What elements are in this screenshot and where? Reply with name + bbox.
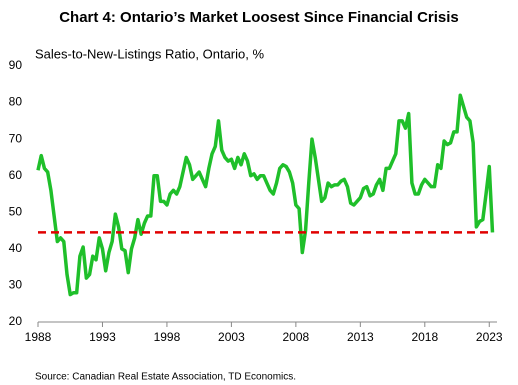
x-tick-label: 2023	[476, 330, 503, 344]
line-series	[36, 93, 495, 297]
x-tick-label: 2003	[218, 330, 245, 344]
y-tick-label: 40	[9, 241, 23, 255]
y-tick-label: 80	[9, 95, 23, 109]
x-tick-label: 1993	[89, 330, 116, 344]
y-tick-label: 60	[9, 168, 23, 182]
x-tick-label: 2013	[347, 330, 374, 344]
x-tick-label: 2008	[283, 330, 310, 344]
y-tick-label: 20	[9, 314, 23, 328]
x-tick-label: 1998	[154, 330, 181, 344]
y-tick-label: 70	[9, 131, 23, 145]
y-tick-label: 30	[9, 278, 23, 292]
x-tick-label: 2018	[411, 330, 438, 344]
chart-subtitle: Sales-to-New-Listings Ratio, Ontario, %	[35, 46, 264, 61]
x-tick-label: 1988	[25, 330, 52, 344]
y-tick-label: 90	[9, 58, 23, 72]
source-note: Source: Canadian Real Estate Association…	[35, 372, 296, 383]
chart-title: Chart 4: Ontario’s Market Loosest Since …	[59, 9, 459, 26]
y-tick-label: 50	[9, 204, 23, 218]
